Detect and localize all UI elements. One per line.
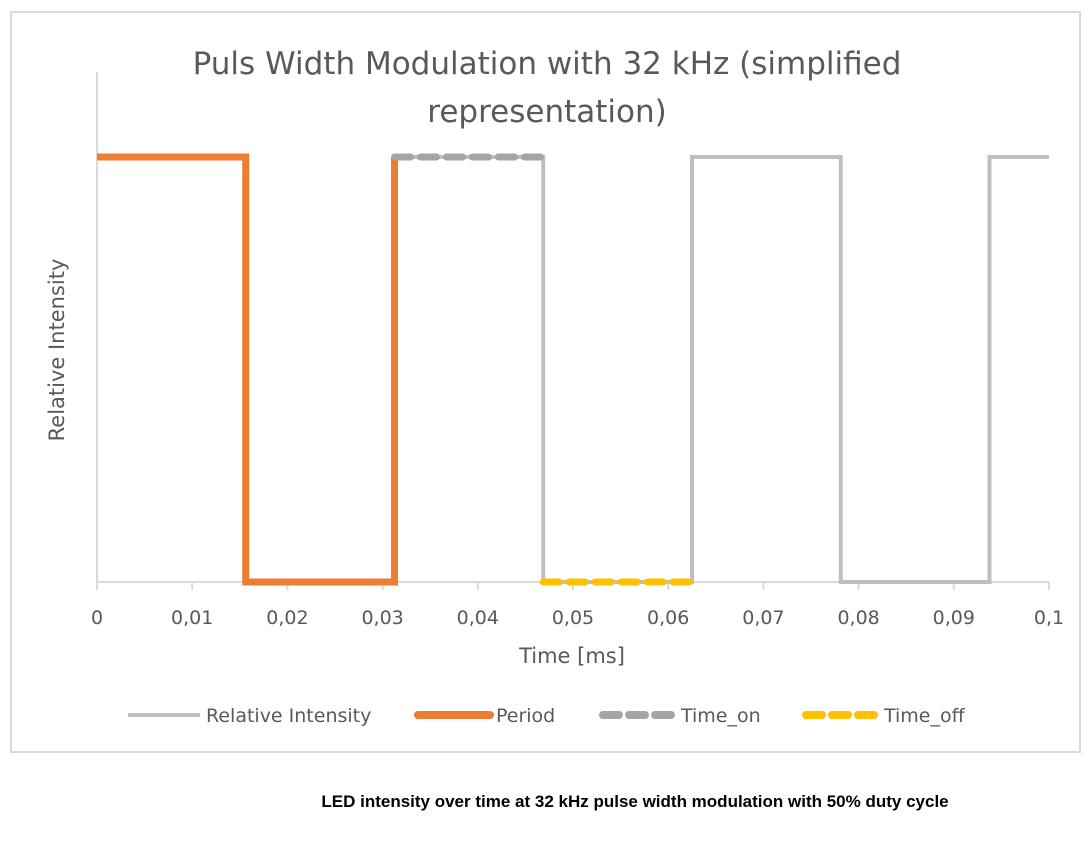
x-tick-label: 0,1 — [1034, 607, 1064, 629]
chart-title-line-1: Puls Width Modulation with 32 kHz (simpl… — [193, 46, 902, 82]
x-tick-label: 0 — [91, 607, 103, 629]
chart-border — [10, 11, 1081, 753]
figure-caption: LED intensity over time at 32 kHz pulse … — [321, 792, 949, 811]
x-tick-label: 0,05 — [552, 607, 594, 629]
x-tick-label: 0,06 — [647, 607, 689, 629]
y-axis-label: Relative Intensity — [45, 259, 69, 442]
x-tick-label: 0,09 — [933, 607, 975, 629]
legend-label: Relative Intensity — [206, 705, 371, 727]
x-tick-label: 0,03 — [361, 607, 403, 629]
x-tick-label: 0,02 — [266, 607, 308, 629]
legend-label: Period — [496, 705, 555, 727]
series-line-period — [97, 153, 398, 586]
x-tick-label: 0,08 — [837, 607, 879, 629]
legend-label: Time_off — [883, 705, 966, 727]
x-axis-label: Time [ms] — [518, 644, 625, 668]
legend-label: Time_on — [680, 705, 761, 727]
x-tick-label: 0,04 — [457, 607, 499, 629]
x-tick-label: 0,07 — [742, 607, 784, 629]
chart-title-line-2: representation) — [427, 94, 666, 130]
x-tick-label: 0,01 — [171, 607, 213, 629]
